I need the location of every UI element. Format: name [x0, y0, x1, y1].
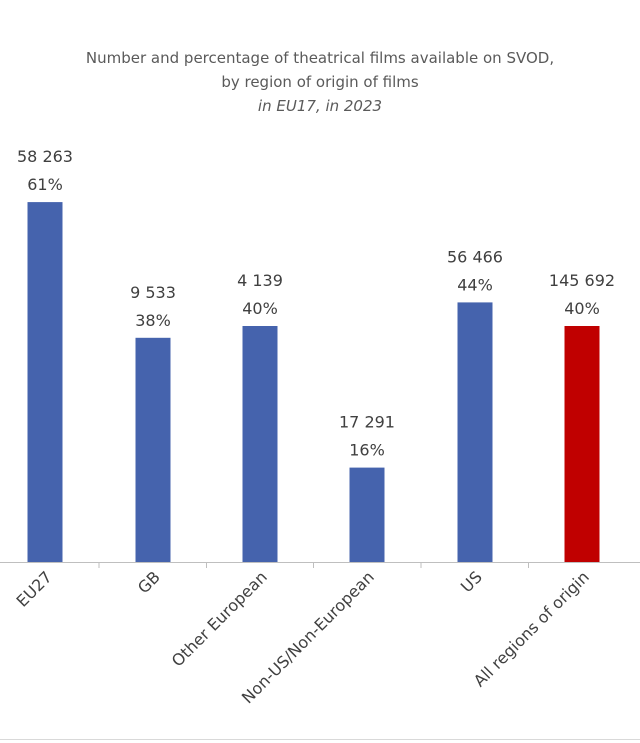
bar — [242, 326, 278, 562]
x-tick-label: GB — [134, 567, 164, 597]
x-tick-label: All regions of origin — [470, 567, 593, 690]
chart-title-block: Number and percentage of theatrical film… — [0, 46, 640, 118]
data-label-percent: 38% — [135, 311, 171, 330]
data-label-percent: 40% — [242, 299, 278, 318]
data-label-count: 9 533 — [130, 283, 176, 302]
bar — [135, 337, 171, 562]
data-label-count: 56 466 — [447, 247, 503, 266]
bar — [349, 467, 385, 562]
data-label-count: 17 291 — [339, 413, 395, 432]
chart-subtitle: in EU17, in 2023 — [257, 97, 383, 115]
data-label-count: 145 692 — [549, 271, 615, 290]
x-tick-label: Other European — [168, 567, 271, 670]
chart-title-line-1: Number and percentage of theatrical film… — [85, 49, 555, 67]
x-tick-label: US — [457, 567, 486, 596]
bar — [564, 326, 600, 562]
x-tick-label: EU27 — [13, 567, 56, 610]
data-label-percent: 16% — [349, 441, 385, 460]
bar — [457, 302, 493, 562]
data-label-percent: 44% — [457, 275, 493, 294]
bar — [27, 202, 63, 562]
data-label-count: 4 139 — [237, 271, 283, 290]
bottom-rule — [0, 739, 640, 740]
data-label-percent: 40% — [564, 299, 600, 318]
data-label-count: 58 263 — [17, 147, 73, 166]
data-label-percent: 61% — [27, 175, 63, 194]
chart-title-line-2: by region of origin of films — [221, 73, 419, 91]
